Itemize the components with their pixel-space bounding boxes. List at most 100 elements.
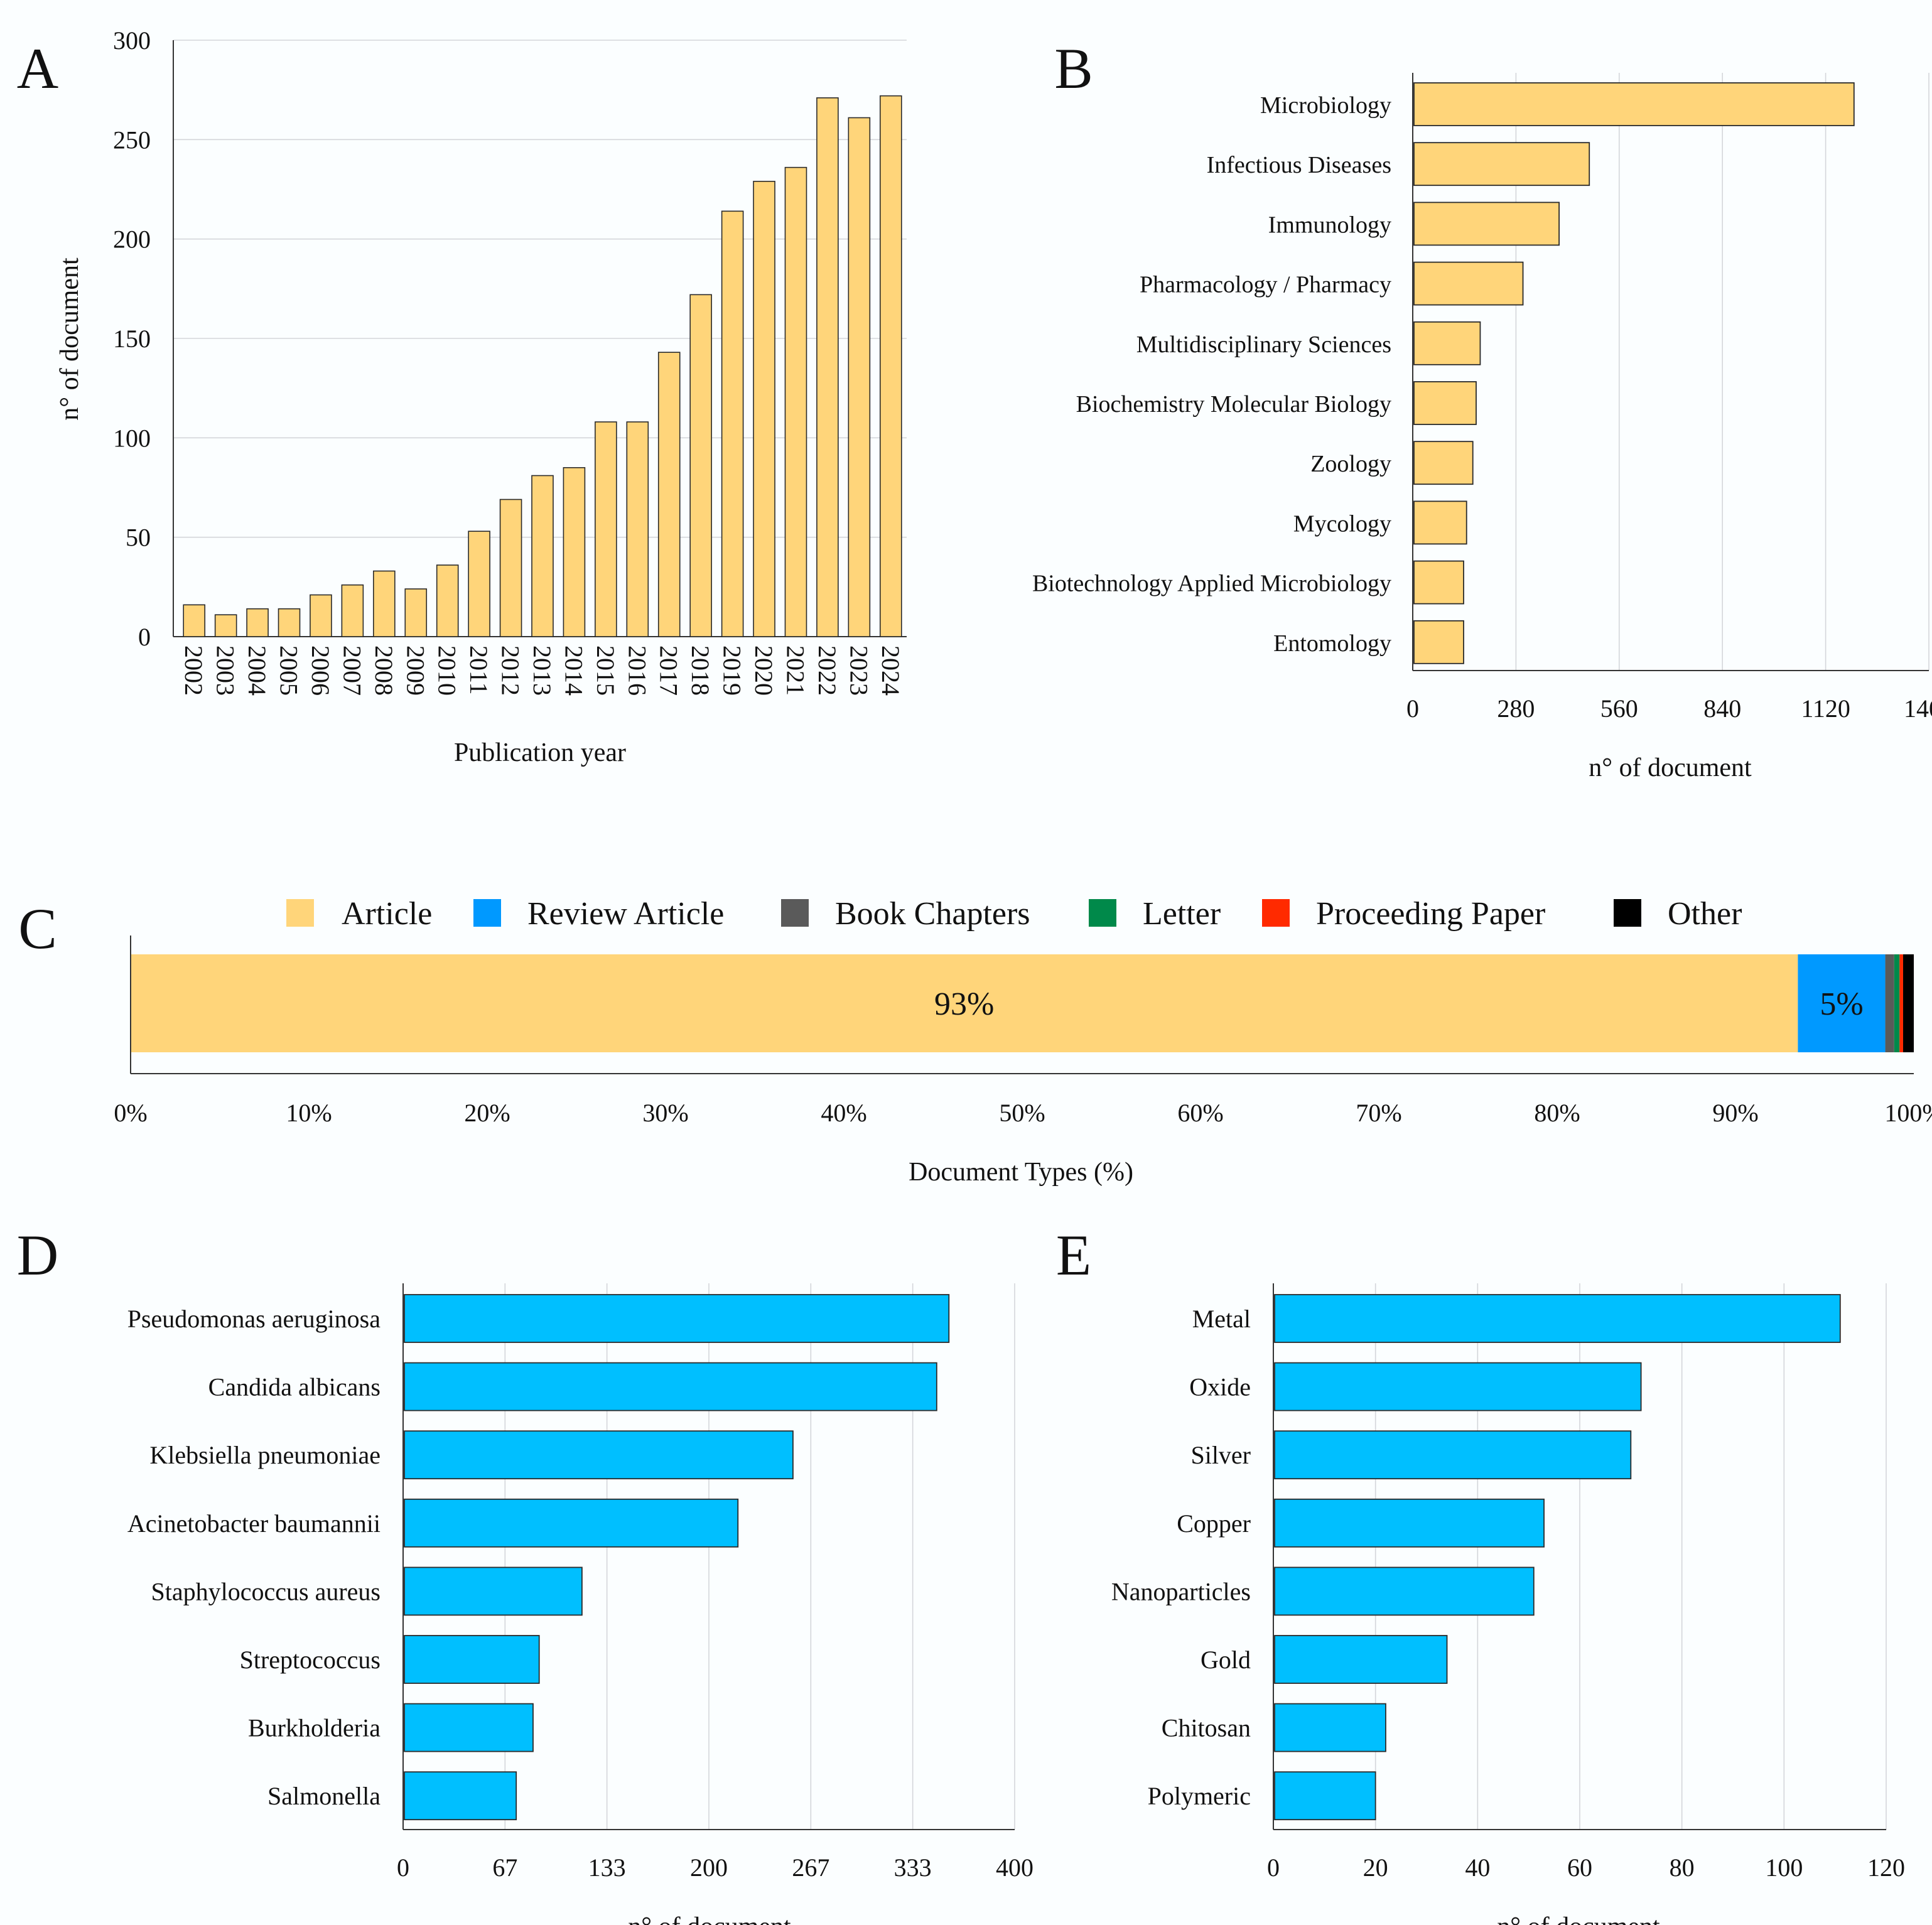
x-tick-label: 2009 [401, 645, 429, 696]
chart-d: 0 67 133 200 267 333 400 Pseudomonas aeruginosa… [127, 1283, 1033, 1925]
x-tick-label: 40 [1465, 1853, 1490, 1882]
category-label: Mycology [1293, 510, 1391, 537]
bar-chitosan [1274, 1703, 1386, 1752]
x-tick-label: 400 [996, 1853, 1033, 1882]
x-tick-label: 280 [1497, 694, 1535, 723]
bar-2024 [879, 95, 902, 637]
legend-label: Article [342, 896, 432, 932]
legend-swatch [781, 899, 809, 927]
category-label: Burkholderia [248, 1714, 380, 1742]
bar-2012 [499, 499, 522, 637]
x-tick-label: 2010 [433, 645, 461, 696]
bar-2017 [657, 352, 681, 637]
x-tick-label: 0 [1406, 694, 1419, 723]
x-tick-label: 2019 [718, 645, 747, 696]
panel-label-e: E [1056, 1223, 1091, 1287]
category-label: Gold [1201, 1646, 1251, 1674]
x-tick-label: 2020 [750, 645, 778, 696]
panel-label-c: C [18, 897, 57, 961]
category-label: Chitosan [1162, 1714, 1251, 1742]
chart-c: 93% Article 5% Review Article Book Chapters L… [114, 896, 1932, 1187]
legend-label: Letter [1143, 896, 1221, 932]
segment-book-chapters [1885, 954, 1894, 1052]
x-tick-label: 2003 [212, 645, 240, 696]
x-tick-label: 2023 [845, 645, 873, 696]
bar-staphylococcus-aureus [404, 1566, 583, 1616]
category-label: Acinetobacter baumannii [127, 1509, 380, 1538]
bar-2023 [848, 117, 871, 637]
bar-2013 [531, 475, 554, 637]
x-tick-label: 80% [1534, 1099, 1580, 1127]
y-tick-label: 200 [113, 225, 151, 254]
bar-2016 [626, 421, 649, 637]
bar-burkholderia [404, 1703, 534, 1752]
category-label: Silver [1190, 1441, 1251, 1469]
category-label: Immunology [1268, 212, 1391, 238]
x-tick-label: 60% [1177, 1099, 1223, 1127]
x-tick-label: 0% [114, 1099, 147, 1127]
bar-2010 [436, 564, 459, 637]
x-tick-label: 2004 [243, 645, 271, 696]
bar-immunology [1413, 202, 1560, 246]
x-tick-label: 0 [397, 1853, 409, 1882]
y-tick-label: 0 [138, 623, 151, 651]
category-label: Infectious Diseases [1207, 152, 1391, 178]
category-label: Multidisciplinary Sciences [1136, 332, 1391, 358]
category-label: Nanoparticles [1111, 1577, 1251, 1605]
segment-article [131, 954, 1798, 1052]
category-label: Klebsiella pneumoniae [149, 1441, 380, 1469]
bar-2022 [816, 97, 839, 637]
bar-2019 [721, 210, 744, 637]
x-tick-label: 1120 [1801, 694, 1850, 723]
chart-e: 0 20 40 60 80 100 120 Metal Oxide Silver Copper Nan… [1111, 1283, 1905, 1925]
legend-label: Book Chapters [835, 896, 1030, 932]
bar-2007 [341, 584, 364, 637]
x-tick-label: 2011 [465, 645, 493, 695]
category-label: Salmonella [267, 1782, 380, 1810]
x-tick-label: 100 [1765, 1853, 1803, 1882]
bar-2008 [373, 570, 396, 637]
x-tick-label: 200 [690, 1853, 728, 1882]
bar-2009 [404, 588, 428, 637]
category-label: Entomology [1273, 630, 1391, 657]
bar-2020 [753, 181, 775, 637]
bar-biochemistry-molecular-biology [1413, 381, 1477, 425]
x-tick-label: 50% [999, 1099, 1045, 1127]
x-tick-label: 2007 [338, 645, 366, 696]
bar-pseudomonas-aeruginosa [404, 1294, 950, 1343]
x-axis-title: n° of document [1589, 753, 1752, 782]
bar-2014 [563, 467, 586, 637]
panel-label-b: B [1054, 36, 1093, 100]
bar-2003 [214, 614, 237, 637]
bar-2005 [278, 608, 301, 637]
x-tick-label: 560 [1600, 694, 1638, 723]
bar-2004 [246, 608, 269, 637]
x-tick-label: 70% [1356, 1099, 1401, 1127]
category-label: Candida albicans [208, 1373, 380, 1401]
x-tick-label: 2012 [497, 645, 525, 696]
x-tick-label: 2002 [180, 645, 208, 696]
category-label: Biochemistry Molecular Biology [1076, 391, 1391, 418]
bar-nanoparticles [1274, 1566, 1535, 1616]
category-label: Streptococcus [240, 1646, 380, 1674]
legend-swatch [1089, 899, 1116, 927]
y-tick-label: 250 [113, 126, 151, 154]
bar-2002 [183, 604, 206, 637]
x-tick-label: 90% [1712, 1099, 1758, 1127]
category-label: Pharmacology / Pharmacy [1140, 272, 1391, 298]
bar-acinetobacter-baumannii [404, 1498, 739, 1548]
category-label: Polymeric [1148, 1782, 1251, 1810]
segment-label: 5% [1820, 986, 1863, 1022]
x-axis-title: Document Types (%) [909, 1158, 1133, 1187]
legend-label: Review Article [527, 896, 724, 932]
x-tick-label: 133 [588, 1853, 626, 1882]
y-tick-label: 150 [113, 325, 151, 353]
x-tick-label: 267 [792, 1853, 829, 1882]
x-tick-label: 2013 [528, 645, 556, 696]
bar-microbiology [1413, 82, 1855, 126]
segment-review-article [1798, 954, 1886, 1052]
segment-letter [1894, 954, 1900, 1052]
bar-2015 [595, 421, 617, 637]
segment-label: 93% [934, 986, 994, 1022]
x-tick-label: 2006 [306, 645, 335, 696]
